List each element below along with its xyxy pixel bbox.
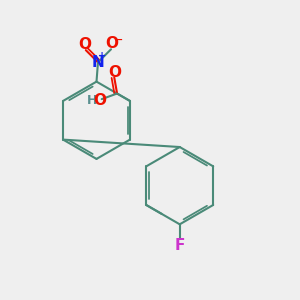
- Text: N: N: [92, 55, 104, 70]
- Text: −: −: [114, 35, 123, 45]
- Text: O: O: [108, 64, 121, 80]
- Text: H: H: [87, 94, 98, 107]
- Text: O: O: [94, 92, 107, 107]
- Text: O: O: [79, 37, 92, 52]
- Text: O: O: [105, 36, 118, 51]
- Text: +: +: [98, 51, 106, 62]
- Text: F: F: [175, 238, 185, 253]
